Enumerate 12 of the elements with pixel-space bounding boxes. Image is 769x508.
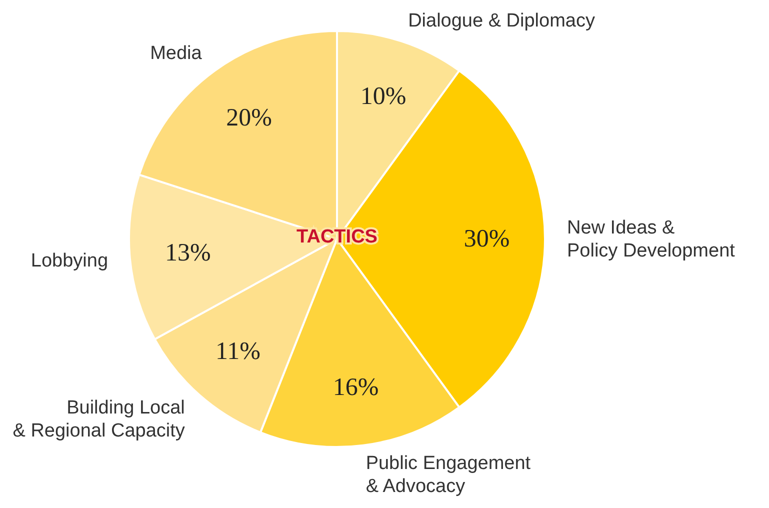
data-label: 20% bbox=[226, 104, 272, 132]
data-label: 11% bbox=[216, 338, 260, 365]
data-label: 10% bbox=[360, 83, 406, 110]
slice-label: Dialogue & Diplomacy bbox=[408, 10, 596, 31]
data-label: 16% bbox=[332, 374, 379, 402]
slice-label: Building Local & Regional Capacity bbox=[12, 397, 186, 442]
data-label: 13% bbox=[164, 240, 211, 267]
slice-label: Public Engagement & Advocacy bbox=[366, 452, 532, 497]
slice-label: Lobbying bbox=[30, 250, 108, 272]
slice-label: Media bbox=[150, 42, 202, 64]
slice-label: New Ideas & Policy Development bbox=[567, 217, 736, 261]
data-label: 30% bbox=[464, 226, 510, 252]
